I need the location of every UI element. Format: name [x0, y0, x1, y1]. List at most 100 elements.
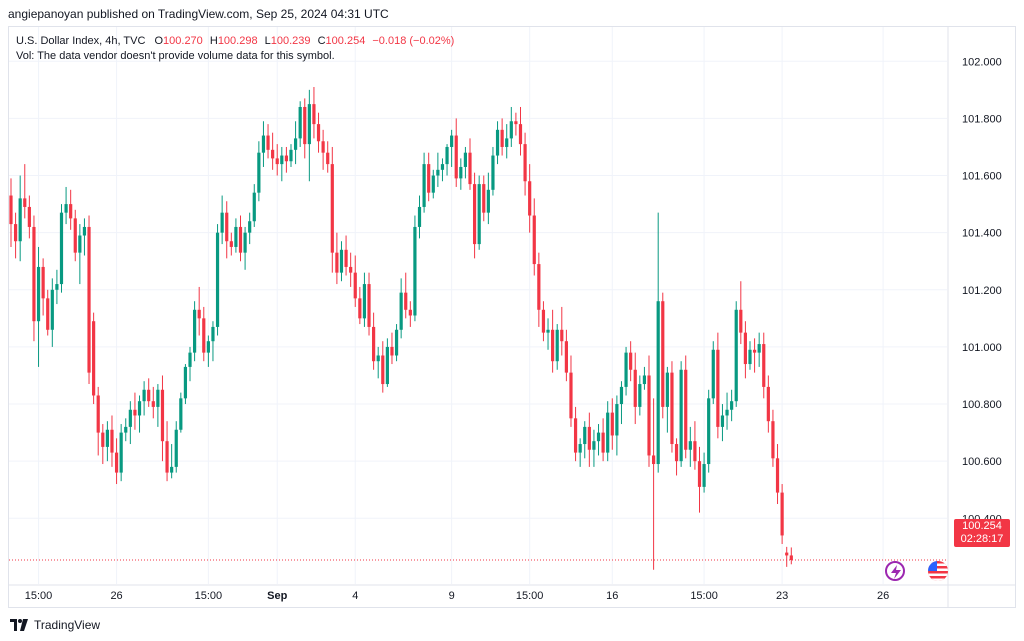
candle[interactable]: [188, 347, 191, 381]
candle[interactable]: [354, 256, 357, 307]
candle[interactable]: [721, 404, 724, 441]
candle[interactable]: [473, 173, 476, 259]
candle[interactable]: [69, 190, 72, 230]
candle[interactable]: [496, 121, 499, 164]
candle[interactable]: [37, 247, 40, 367]
candle[interactable]: [556, 324, 559, 370]
candle[interactable]: [349, 253, 352, 287]
candle[interactable]: [487, 173, 490, 224]
candle[interactable]: [299, 101, 302, 147]
candle[interactable]: [216, 224, 219, 335]
candle[interactable]: [225, 201, 228, 258]
candle[interactable]: [381, 341, 384, 392]
candle[interactable]: [675, 438, 678, 475]
candle[interactable]: [441, 158, 444, 181]
candle[interactable]: [634, 353, 637, 424]
us-flag-icon[interactable]: [928, 561, 948, 581]
candle[interactable]: [271, 133, 274, 170]
candle[interactable]: [239, 216, 242, 262]
candle[interactable]: [28, 196, 31, 239]
candle[interactable]: [523, 133, 526, 196]
candle[interactable]: [468, 138, 471, 189]
candle[interactable]: [528, 164, 531, 233]
candle[interactable]: [510, 107, 513, 147]
candle[interactable]: [101, 424, 104, 464]
candle[interactable]: [615, 395, 618, 455]
candle[interactable]: [83, 218, 86, 255]
candle[interactable]: [303, 98, 306, 158]
candle[interactable]: [413, 216, 416, 322]
candle[interactable]: [666, 367, 669, 433]
candle[interactable]: [55, 270, 58, 304]
candle[interactable]: [322, 130, 325, 170]
candle[interactable]: [744, 321, 747, 378]
candle[interactable]: [569, 355, 572, 426]
candle[interactable]: [767, 375, 770, 432]
candle[interactable]: [175, 421, 178, 472]
candle[interactable]: [326, 141, 329, 172]
candle[interactable]: [588, 413, 591, 467]
candle[interactable]: [184, 364, 187, 404]
candle[interactable]: [64, 187, 67, 224]
candle[interactable]: [92, 313, 95, 404]
candle[interactable]: [230, 233, 233, 256]
candle[interactable]: [785, 547, 788, 567]
candle[interactable]: [478, 176, 481, 250]
flash-icon[interactable]: [885, 561, 905, 581]
candle[interactable]: [551, 310, 554, 373]
candle[interactable]: [771, 410, 774, 467]
candle[interactable]: [9, 178, 12, 247]
candle[interactable]: [312, 87, 315, 138]
candle[interactable]: [602, 418, 605, 461]
candle[interactable]: [363, 273, 366, 327]
candle[interactable]: [390, 333, 393, 364]
candle[interactable]: [372, 313, 375, 370]
candle[interactable]: [143, 381, 146, 415]
candle[interactable]: [152, 387, 155, 418]
candle[interactable]: [253, 184, 256, 227]
candle[interactable]: [505, 124, 508, 158]
candle[interactable]: [537, 253, 540, 327]
candle[interactable]: [404, 273, 407, 319]
candle[interactable]: [657, 213, 660, 473]
candle[interactable]: [647, 355, 650, 466]
candle[interactable]: [285, 147, 288, 173]
candle[interactable]: [74, 210, 77, 261]
candle[interactable]: [702, 453, 705, 493]
candle[interactable]: [638, 375, 641, 415]
candle[interactable]: [684, 355, 687, 458]
candle[interactable]: [670, 361, 673, 452]
candle[interactable]: [409, 301, 412, 327]
candle[interactable]: [165, 421, 168, 481]
candle[interactable]: [202, 307, 205, 361]
candle[interactable]: [198, 287, 201, 336]
candle[interactable]: [546, 318, 549, 349]
candle[interactable]: [248, 213, 251, 244]
candle[interactable]: [60, 204, 63, 293]
candle[interactable]: [294, 121, 297, 164]
candle[interactable]: [432, 170, 435, 199]
candle[interactable]: [400, 278, 403, 338]
candle[interactable]: [138, 395, 141, 432]
candle[interactable]: [624, 347, 627, 396]
candle[interactable]: [266, 124, 269, 158]
candle[interactable]: [156, 384, 159, 427]
candle[interactable]: [579, 438, 582, 467]
candle[interactable]: [450, 130, 453, 167]
candle[interactable]: [542, 301, 545, 341]
candle[interactable]: [367, 273, 370, 336]
candle[interactable]: [464, 147, 467, 178]
candle[interactable]: [179, 393, 182, 433]
candle[interactable]: [565, 330, 568, 381]
candle[interactable]: [221, 196, 224, 245]
candle[interactable]: [331, 147, 334, 273]
candle[interactable]: [725, 393, 728, 430]
candle[interactable]: [115, 438, 118, 484]
candle[interactable]: [418, 196, 421, 239]
candle[interactable]: [762, 333, 765, 399]
candle[interactable]: [781, 484, 784, 544]
candle[interactable]: [207, 335, 210, 366]
candle[interactable]: [758, 333, 761, 367]
candle[interactable]: [133, 393, 136, 430]
